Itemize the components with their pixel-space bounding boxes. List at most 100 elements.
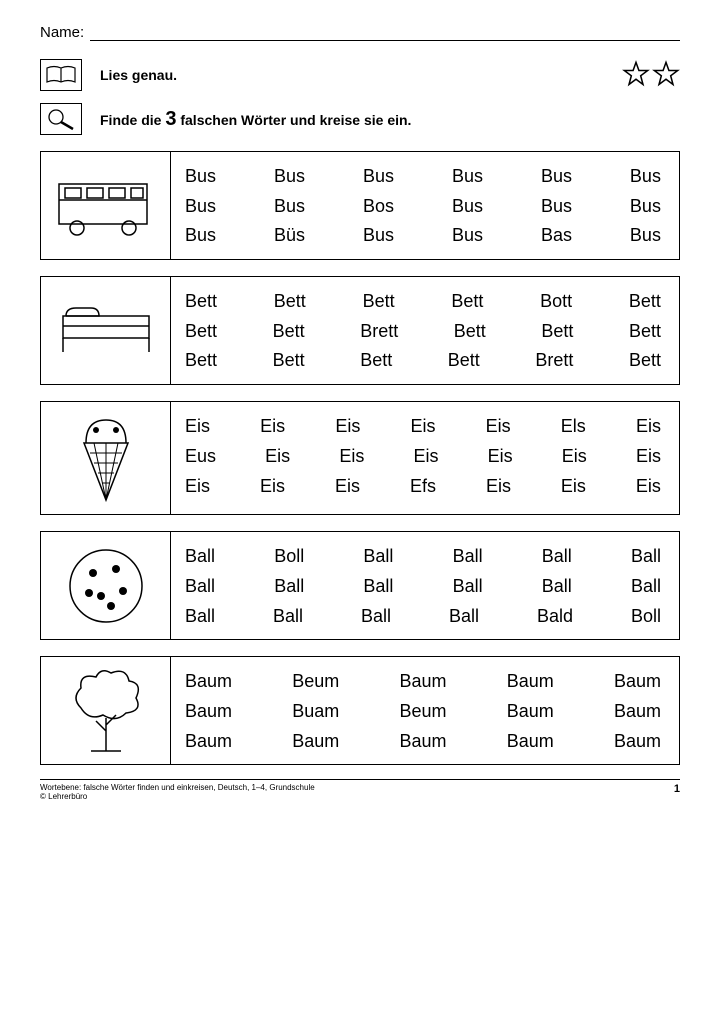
- word[interactable]: Eis: [488, 442, 513, 472]
- word[interactable]: Ball: [185, 572, 215, 602]
- word[interactable]: Ball: [631, 542, 661, 572]
- word[interactable]: Bett: [360, 346, 392, 376]
- name-blank[interactable]: [90, 25, 680, 41]
- word[interactable]: Eis: [562, 442, 587, 472]
- word[interactable]: Bus: [274, 192, 305, 222]
- word[interactable]: Bas: [541, 221, 572, 251]
- word[interactable]: Eis: [486, 472, 511, 502]
- word[interactable]: Bett: [185, 346, 217, 376]
- word[interactable]: Eis: [636, 412, 661, 442]
- word[interactable]: Baum: [614, 697, 661, 727]
- word[interactable]: Bus: [274, 162, 305, 192]
- word[interactable]: Baum: [185, 727, 232, 757]
- word[interactable]: Eis: [265, 442, 290, 472]
- ball-image: [41, 532, 171, 639]
- word[interactable]: Bett: [363, 287, 395, 317]
- word[interactable]: Eis: [561, 472, 586, 502]
- word[interactable]: Eis: [339, 442, 364, 472]
- word[interactable]: Boll: [631, 602, 661, 632]
- word-grid: BaumBeumBaumBaumBaumBaumBuamBeumBaumBaum…: [171, 657, 679, 764]
- word[interactable]: Bett: [448, 346, 480, 376]
- word-row: Bett Bett Bett Bett Brett Bett: [185, 346, 671, 376]
- word[interactable]: Ball: [453, 572, 483, 602]
- word[interactable]: Eis: [185, 472, 210, 502]
- word[interactable]: Beum: [292, 667, 339, 697]
- word[interactable]: Bus: [452, 162, 483, 192]
- word-row: Baum Beum Baum Baum Baum: [185, 667, 671, 697]
- word[interactable]: Eis: [410, 412, 435, 442]
- word[interactable]: Ball: [185, 542, 215, 572]
- word[interactable]: Ball: [363, 572, 393, 602]
- word[interactable]: Buam: [292, 697, 339, 727]
- word[interactable]: Bus: [363, 221, 394, 251]
- word-row: Eus Eis Eis Eis Eis Eis Eis: [185, 442, 671, 472]
- word[interactable]: Bus: [541, 192, 572, 222]
- word[interactable]: Eus: [185, 442, 216, 472]
- word[interactable]: Beum: [399, 697, 446, 727]
- word[interactable]: Bus: [363, 162, 394, 192]
- word[interactable]: Bett: [454, 317, 486, 347]
- word[interactable]: Baum: [292, 727, 339, 757]
- word[interactable]: Eis: [260, 412, 285, 442]
- word[interactable]: Ball: [542, 572, 572, 602]
- word[interactable]: Bett: [185, 287, 217, 317]
- word[interactable]: Bus: [185, 162, 216, 192]
- word[interactable]: Bett: [273, 317, 305, 347]
- word[interactable]: Bett: [541, 317, 573, 347]
- word[interactable]: Ball: [185, 602, 215, 632]
- word[interactable]: Ball: [273, 602, 303, 632]
- word[interactable]: Eis: [185, 412, 210, 442]
- word[interactable]: Eis: [636, 442, 661, 472]
- word-row: Bett Bett Bett Bett Bott Bett: [185, 287, 671, 317]
- word[interactable]: Bald: [537, 602, 573, 632]
- word[interactable]: Bus: [630, 162, 661, 192]
- word[interactable]: Brett: [360, 317, 398, 347]
- word[interactable]: Bett: [273, 346, 305, 376]
- word[interactable]: Eis: [335, 472, 360, 502]
- word[interactable]: Bus: [630, 192, 661, 222]
- word[interactable]: Eis: [260, 472, 285, 502]
- word[interactable]: Bett: [274, 287, 306, 317]
- word[interactable]: Ball: [453, 542, 483, 572]
- word[interactable]: Bett: [629, 346, 661, 376]
- word[interactable]: Bus: [185, 221, 216, 251]
- word-grid: BallBollBallBallBallBallBallBallBallBall…: [171, 532, 679, 639]
- bed-image: [41, 277, 171, 384]
- word[interactable]: Bett: [629, 287, 661, 317]
- word[interactable]: Baum: [185, 667, 232, 697]
- word[interactable]: Baum: [399, 667, 446, 697]
- word[interactable]: Bus: [452, 221, 483, 251]
- word[interactable]: Ball: [631, 572, 661, 602]
- word[interactable]: Baum: [507, 727, 554, 757]
- word[interactable]: Bett: [185, 317, 217, 347]
- word[interactable]: Boll: [274, 542, 304, 572]
- word[interactable]: Efs: [410, 472, 436, 502]
- word[interactable]: Ball: [363, 542, 393, 572]
- word[interactable]: Bus: [452, 192, 483, 222]
- word[interactable]: Ball: [542, 542, 572, 572]
- word[interactable]: Baum: [399, 727, 446, 757]
- word[interactable]: Ball: [449, 602, 479, 632]
- word[interactable]: Eis: [413, 442, 438, 472]
- word[interactable]: Ball: [361, 602, 391, 632]
- instr2-post: falschen Wörter und kreise sie ein.: [176, 112, 411, 128]
- word[interactable]: Baum: [507, 697, 554, 727]
- word[interactable]: Bott: [540, 287, 572, 317]
- word[interactable]: Els: [561, 412, 586, 442]
- word[interactable]: Bus: [185, 192, 216, 222]
- word[interactable]: Eis: [636, 472, 661, 502]
- word[interactable]: Büs: [274, 221, 305, 251]
- word[interactable]: Baum: [614, 667, 661, 697]
- word[interactable]: Bos: [363, 192, 394, 222]
- word[interactable]: Eis: [486, 412, 511, 442]
- word[interactable]: Eis: [335, 412, 360, 442]
- word[interactable]: Bett: [451, 287, 483, 317]
- word[interactable]: Ball: [274, 572, 304, 602]
- word[interactable]: Bus: [630, 221, 661, 251]
- word[interactable]: Baum: [614, 727, 661, 757]
- word[interactable]: Brett: [535, 346, 573, 376]
- word[interactable]: Baum: [185, 697, 232, 727]
- word[interactable]: Bett: [629, 317, 661, 347]
- word[interactable]: Bus: [541, 162, 572, 192]
- word[interactable]: Baum: [507, 667, 554, 697]
